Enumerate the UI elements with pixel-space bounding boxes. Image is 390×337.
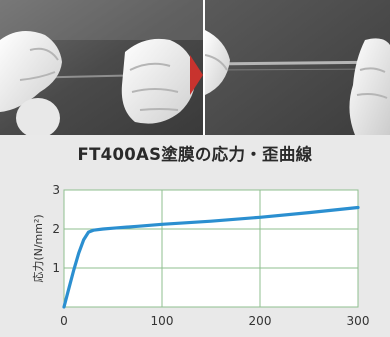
glove-left-stretched xyxy=(205,30,230,95)
y-tick-label: 3 xyxy=(52,183,60,197)
y-tick-label: 1 xyxy=(52,261,60,275)
glove-right-stretched xyxy=(349,38,390,135)
glove-left xyxy=(0,31,62,135)
y-axis-label: 応力(N/mm²) xyxy=(31,214,45,282)
arrow-icon xyxy=(190,55,203,95)
y-tick-label: 2 xyxy=(52,222,60,236)
plot-area xyxy=(64,190,358,307)
photo-before-stretch xyxy=(0,0,203,135)
chart-title: FT400AS塗膜の応力・歪曲線 xyxy=(77,145,313,164)
x-tick-label: 100 xyxy=(151,314,174,328)
glove-right xyxy=(121,38,196,124)
x-tick-label: 0 xyxy=(60,314,68,328)
stress-strain-chart: 0 100 200 300 1 2 3 応力(N/mm²) xyxy=(31,183,370,328)
x-tick-label: 300 xyxy=(347,314,370,328)
chart-panel: FT400AS塗膜の応力・歪曲線 0 100 200 300 1 2 3 応力(N/mm²) xyxy=(0,135,390,337)
photo-after-stretch xyxy=(205,0,390,135)
series-line xyxy=(62,205,360,309)
x-tick-label: 200 xyxy=(249,314,272,328)
plot-border xyxy=(63,189,359,308)
